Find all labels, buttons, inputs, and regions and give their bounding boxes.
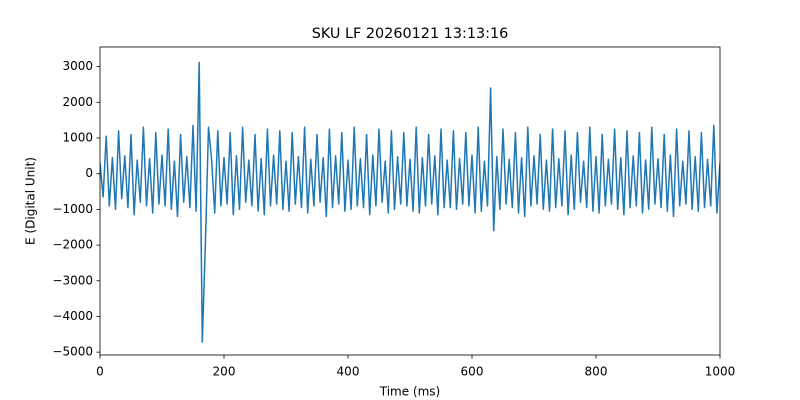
x-tick-label: 1000: [705, 365, 736, 379]
y-tick-label: −5000: [52, 345, 93, 359]
plot-frame: [99, 46, 721, 356]
x-tick-label: 200: [213, 365, 236, 379]
y-tick-label: −4000: [52, 309, 93, 323]
y-tick-label: −2000: [52, 238, 93, 252]
chart-title: SKU LF 20260121 13:13:16: [312, 26, 509, 42]
x-tick-label: 800: [585, 365, 608, 379]
y-tick-label: −1000: [52, 202, 93, 216]
x-tick-label: 400: [337, 365, 360, 379]
y-tick-label: 2000: [62, 95, 93, 109]
x-axis-label: Time (ms): [379, 385, 441, 399]
y-tick-label: 0: [85, 166, 93, 180]
data-line: [100, 61, 720, 343]
x-tick-label: 600: [461, 365, 484, 379]
y-axis-label: E (Digital Unit): [24, 157, 38, 245]
y-tick-label: 3000: [62, 59, 93, 73]
y-tick-label: 1000: [62, 131, 93, 145]
y-tick-label: −3000: [52, 273, 93, 287]
x-tick-label: 0: [96, 365, 104, 379]
